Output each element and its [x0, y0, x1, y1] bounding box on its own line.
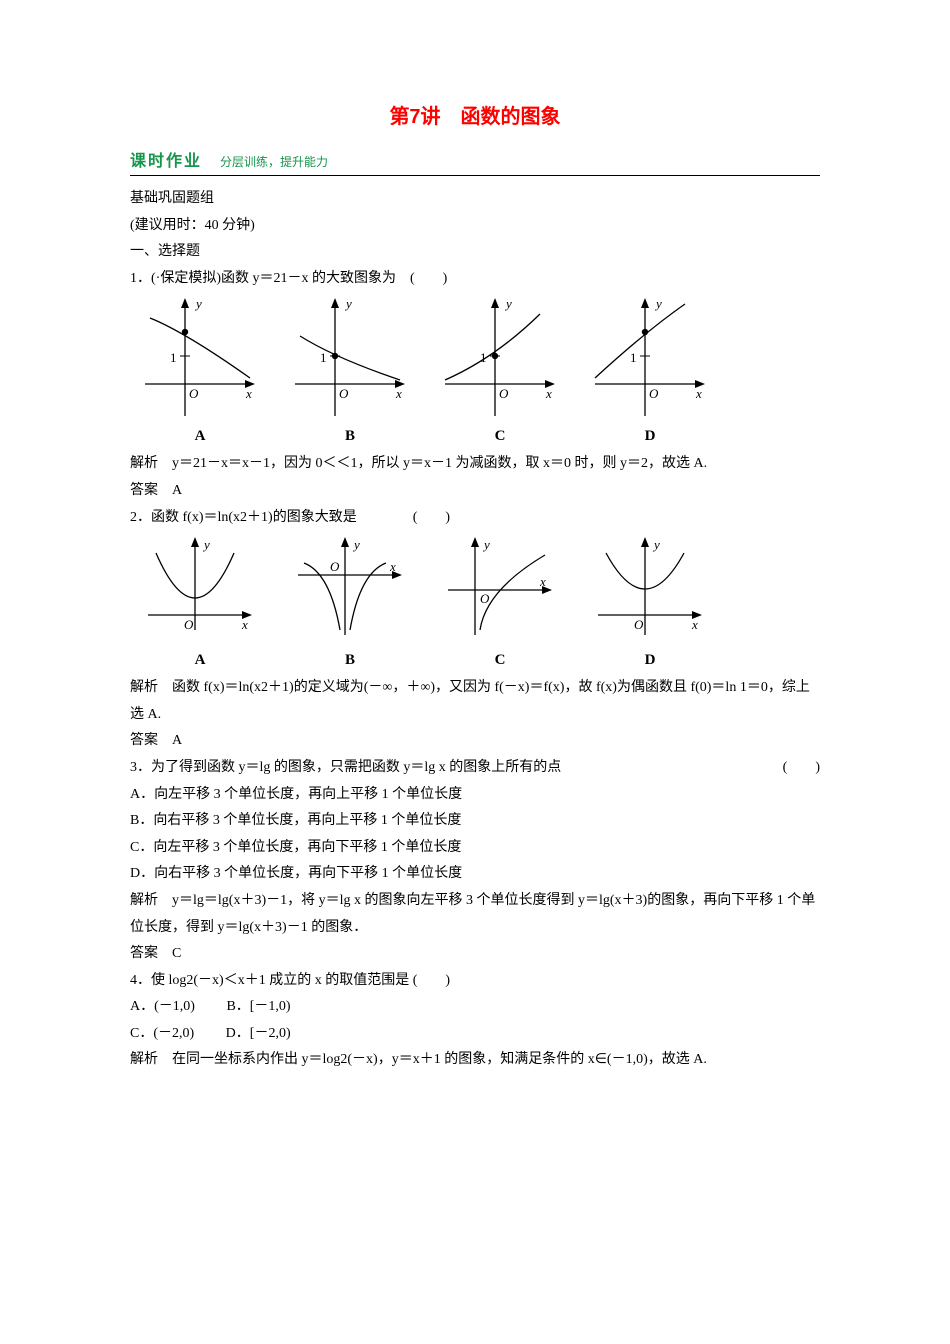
- section-label: 课时作业: [130, 147, 202, 171]
- svg-text:x: x: [545, 386, 552, 401]
- q4-opt-d: D．[－2,0): [226, 1026, 291, 1041]
- q3-stem-left: 3．为了得到函数 y＝lg 的图象，只需把函数 y＝lg x 的图象上所有的点: [130, 760, 561, 775]
- q2-answer: 答案 A: [130, 728, 820, 755]
- q2-analysis: 解析 函数 f(x)＝ln(x2＋1)的定义域为(－∞，＋∞)，又因为 f(－x…: [130, 675, 820, 728]
- q2-stem: 2．函数 f(x)＝ln(x2＋1)的图象大致是 ( ): [130, 505, 820, 532]
- q4-analysis: 解析 在同一坐标系内作出 y＝log2(－x)，y＝x＋1 的图象，知满足条件的…: [130, 1047, 820, 1074]
- chart-icon: y x O 1: [590, 296, 710, 426]
- svg-text:1: 1: [320, 350, 327, 365]
- q1-figures: y x O 1 A y x O 1: [130, 296, 820, 445]
- q1-stem: 1．(·保定模拟)函数 y＝21－x 的大致图象为 ( ): [130, 266, 820, 293]
- svg-text:O: O: [634, 617, 644, 632]
- svg-text:y: y: [504, 296, 512, 311]
- chart-icon: y x O: [590, 535, 710, 650]
- q1-fig-c: y x O 1 C: [430, 296, 570, 445]
- svg-text:y: y: [344, 296, 352, 311]
- svg-text:x: x: [539, 574, 546, 589]
- q1-analysis: 解析 y＝21－x＝x－1，因为 0＜＜1，所以 y＝x－1 为减函数，取 x＝…: [130, 451, 820, 478]
- section-subtitle: 分层训练，提升能力: [220, 153, 328, 170]
- svg-text:O: O: [189, 386, 199, 401]
- fig-label: B: [345, 652, 355, 669]
- q4-opt-b: B．[－1,0): [226, 999, 290, 1014]
- fig-label: A: [195, 652, 206, 669]
- choice-heading: 一、选择题: [130, 239, 820, 266]
- chart-icon: y x O 1: [440, 296, 560, 426]
- svg-text:y: y: [652, 537, 660, 552]
- chart-icon: y x O 1: [140, 296, 260, 426]
- chart-icon: y x O: [140, 535, 260, 650]
- svg-text:y: y: [202, 537, 210, 552]
- svg-text:O: O: [499, 386, 509, 401]
- q3-opt-b: B．向右平移 3 个单位长度，再向上平移 1 个单位长度: [130, 808, 820, 835]
- q3-opt-c: C．向左平移 3 个单位长度，再向下平移 1 个单位长度: [130, 835, 820, 862]
- fig-label: D: [645, 428, 656, 445]
- q2-fig-a: y x O A: [130, 535, 270, 669]
- svg-text:O: O: [339, 386, 349, 401]
- q2-figures: y x O A y x O B: [130, 535, 820, 669]
- fig-label: B: [345, 428, 355, 445]
- q1-fig-a: y x O 1 A: [130, 296, 270, 445]
- q3-answer: 答案 C: [130, 941, 820, 968]
- svg-text:O: O: [330, 559, 340, 574]
- svg-text:x: x: [691, 617, 698, 632]
- q3-stem-right: ( ): [783, 755, 820, 782]
- svg-text:O: O: [649, 386, 659, 401]
- q2-fig-d: y x O D: [580, 535, 720, 669]
- svg-text:x: x: [695, 386, 702, 401]
- fig-label: D: [645, 652, 656, 669]
- time-hint: (建议用时：40 分钟): [130, 213, 820, 240]
- svg-text:x: x: [389, 559, 396, 574]
- svg-text:O: O: [480, 591, 490, 606]
- q3-analysis: 解析 y＝lg＝lg(x＋3)－1，将 y＝lg x 的图象向左平移 3 个单位…: [130, 888, 820, 941]
- svg-text:y: y: [352, 537, 360, 552]
- svg-text:1: 1: [170, 350, 177, 365]
- group-heading: 基础巩固题组: [130, 186, 820, 213]
- q4-opt-c: C．(－2,0): [130, 1026, 194, 1041]
- q4-stem: 4．使 log2(－x)＜x＋1 成立的 x 的取值范围是 ( ): [130, 968, 820, 995]
- fig-label: A: [195, 428, 206, 445]
- svg-text:1: 1: [630, 350, 637, 365]
- q2-fig-b: y x O B: [280, 535, 420, 669]
- fig-label: C: [495, 428, 506, 445]
- chart-icon: y x O 1: [290, 296, 410, 426]
- divider: [130, 175, 820, 176]
- fig-label: C: [495, 652, 506, 669]
- chart-icon: y x O: [440, 535, 560, 650]
- q4-opts-row1: A．(－1,0) B．[－1,0): [130, 994, 820, 1021]
- chart-icon: y x O: [290, 535, 410, 650]
- svg-text:O: O: [184, 617, 194, 632]
- svg-text:y: y: [654, 296, 662, 311]
- svg-text:x: x: [245, 386, 252, 401]
- svg-text:x: x: [241, 617, 248, 632]
- q1-fig-b: y x O 1 B: [280, 296, 420, 445]
- svg-text:y: y: [194, 296, 202, 311]
- q1-fig-d: y x O 1 D: [580, 296, 720, 445]
- q4-opts-row2: C．(－2,0) D．[－2,0): [130, 1021, 820, 1048]
- q3-stem: 3．为了得到函数 y＝lg 的图象，只需把函数 y＝lg x 的图象上所有的点 …: [130, 755, 820, 782]
- q1-answer: 答案 A: [130, 478, 820, 505]
- document-page: 第7讲 函数的图象 课时作业 分层训练，提升能力 基础巩固题组 (建议用时：40…: [0, 0, 950, 1134]
- page-title: 第7讲 函数的图象: [130, 100, 820, 129]
- q3-opt-a: A．向左平移 3 个单位长度，再向上平移 1 个单位长度: [130, 782, 820, 809]
- section-header: 课时作业 分层训练，提升能力: [130, 147, 820, 171]
- q4-opt-a: A．(－1,0): [130, 999, 195, 1014]
- svg-text:y: y: [482, 537, 490, 552]
- q2-fig-c: y x O C: [430, 535, 570, 669]
- q3-opt-d: D．向右平移 3 个单位长度，再向下平移 1 个单位长度: [130, 861, 820, 888]
- svg-text:x: x: [395, 386, 402, 401]
